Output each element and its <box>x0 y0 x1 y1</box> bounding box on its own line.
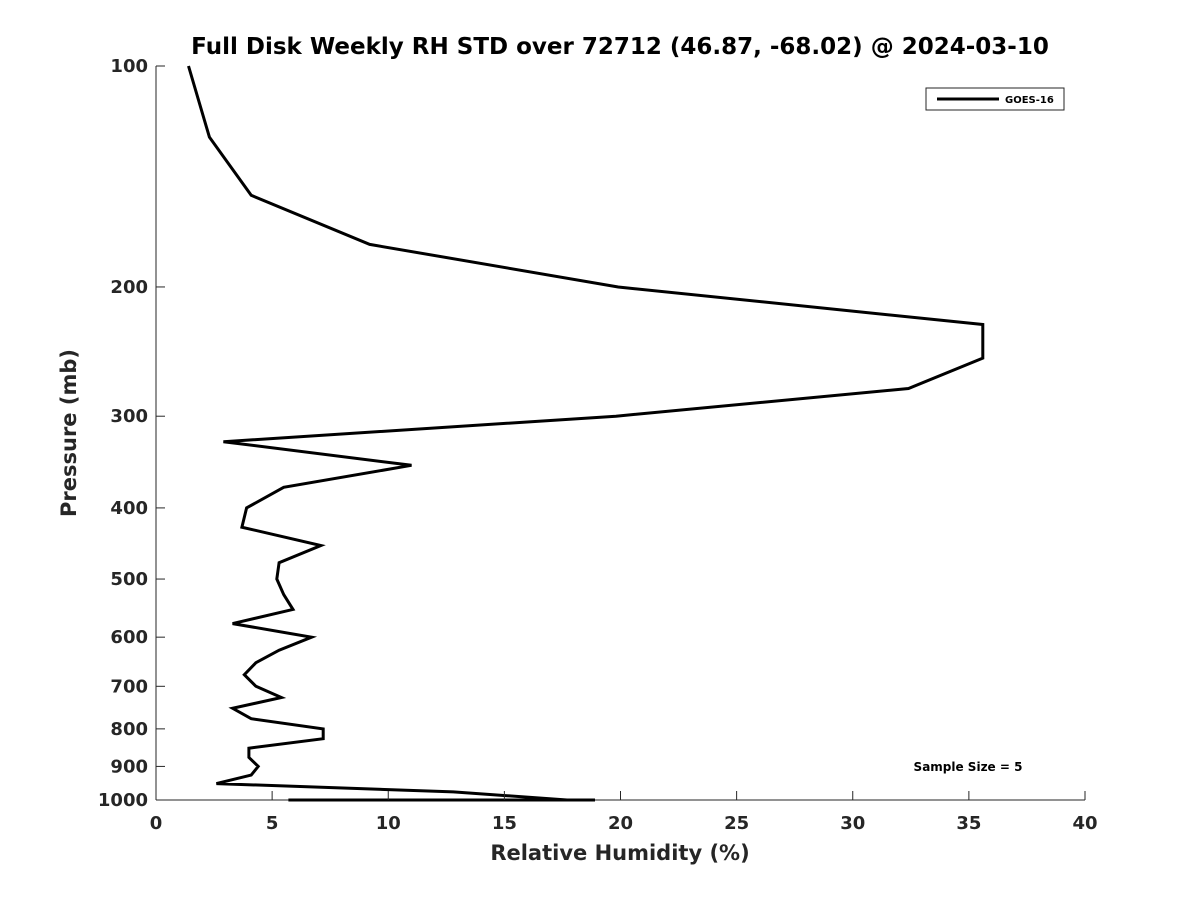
plot-area <box>155 65 1085 802</box>
y-tick-label: 200 <box>110 277 148 298</box>
chart-title: Full Disk Weekly RH STD over 72712 (46.8… <box>191 34 1049 60</box>
y-tick-label: 500 <box>110 569 148 590</box>
x-tick-label: 5 <box>266 813 279 834</box>
x-tick-label: 0 <box>150 813 163 834</box>
y-tick-label: 900 <box>110 756 148 777</box>
series-line-goes-16 <box>187 65 985 802</box>
y-axis-label: Pressure (mb) <box>57 349 81 517</box>
x-axis-ticks: 0 5 10 15 20 25 30 35 40 <box>150 791 1098 834</box>
y-tick-label: 600 <box>110 627 148 648</box>
x-tick-label: 25 <box>724 813 749 834</box>
sample-size-annotation: Sample Size = 5 <box>914 760 1023 774</box>
y-tick-label: 700 <box>110 676 148 697</box>
y-tick-label: 100 <box>110 56 148 77</box>
y-tick-label: 400 <box>110 498 148 519</box>
x-tick-label: 10 <box>376 813 401 834</box>
x-tick-label: 30 <box>840 813 865 834</box>
y-tick-label: 300 <box>110 406 148 427</box>
x-tick-label: 40 <box>1072 813 1097 834</box>
x-tick-label: 35 <box>956 813 981 834</box>
x-tick-label: 15 <box>492 813 517 834</box>
y-axis-ticks: 100 200 300 400 500 600 700 800 900 1000 <box>98 56 165 811</box>
legend: GOES-16 <box>925 87 1065 111</box>
legend-label: GOES-16 <box>1005 95 1054 106</box>
x-axis-label: Relative Humidity (%) <box>490 841 749 865</box>
y-tick-label: 1000 <box>98 790 148 811</box>
y-tick-label: 800 <box>110 719 148 740</box>
x-tick-label: 20 <box>608 813 633 834</box>
